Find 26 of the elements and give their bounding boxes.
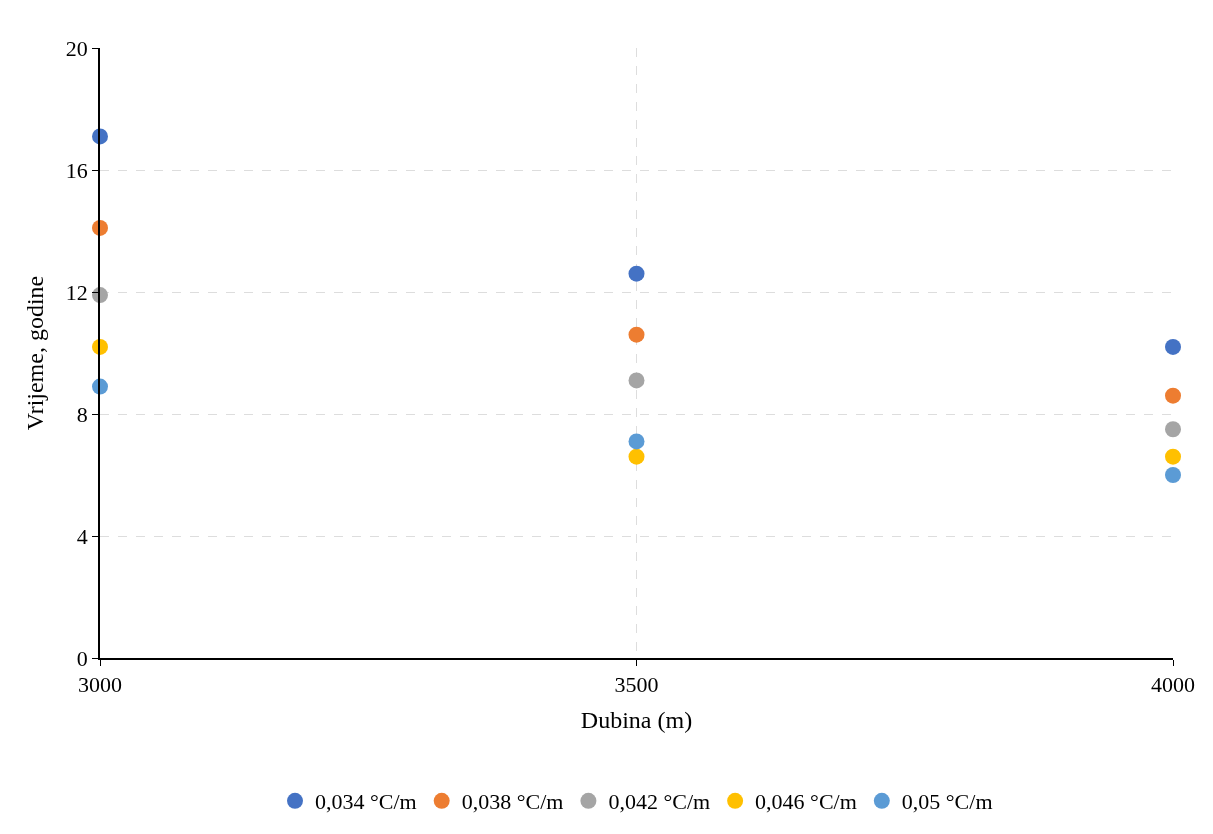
point bbox=[1165, 448, 1181, 465]
point bbox=[628, 265, 645, 282]
y-axis-title: Vrijeme, godine bbox=[22, 275, 49, 431]
x-axis-title: Dubina (m) bbox=[580, 706, 693, 733]
y-tick-label: 20 bbox=[65, 35, 88, 61]
point bbox=[628, 326, 645, 343]
point bbox=[628, 433, 645, 450]
legend-label: 0,034 °C/m bbox=[315, 789, 417, 815]
y-tick-label: 0 bbox=[76, 645, 88, 671]
point bbox=[628, 372, 645, 389]
legend-label: 0,038 °C/m bbox=[461, 789, 564, 815]
point bbox=[1165, 387, 1181, 404]
legend-label: 0,046 °C/m bbox=[755, 789, 857, 815]
x-tick-label: 3000 bbox=[78, 672, 122, 698]
x-tick-label: 3500 bbox=[614, 672, 659, 698]
point bbox=[1165, 467, 1181, 483]
point bbox=[1165, 338, 1181, 355]
legend-label: 0,042 °C/m bbox=[608, 789, 711, 815]
point bbox=[1165, 421, 1181, 438]
y-tick-label: 12 bbox=[65, 279, 88, 305]
legend-label: 0,05 °C/m bbox=[901, 789, 993, 815]
y-tick-label: 16 bbox=[65, 157, 88, 183]
point bbox=[628, 448, 645, 465]
x-tick-label: 4000 bbox=[1151, 672, 1195, 698]
y-tick-label: 4 bbox=[76, 523, 88, 549]
y-tick-label: 8 bbox=[76, 401, 88, 427]
